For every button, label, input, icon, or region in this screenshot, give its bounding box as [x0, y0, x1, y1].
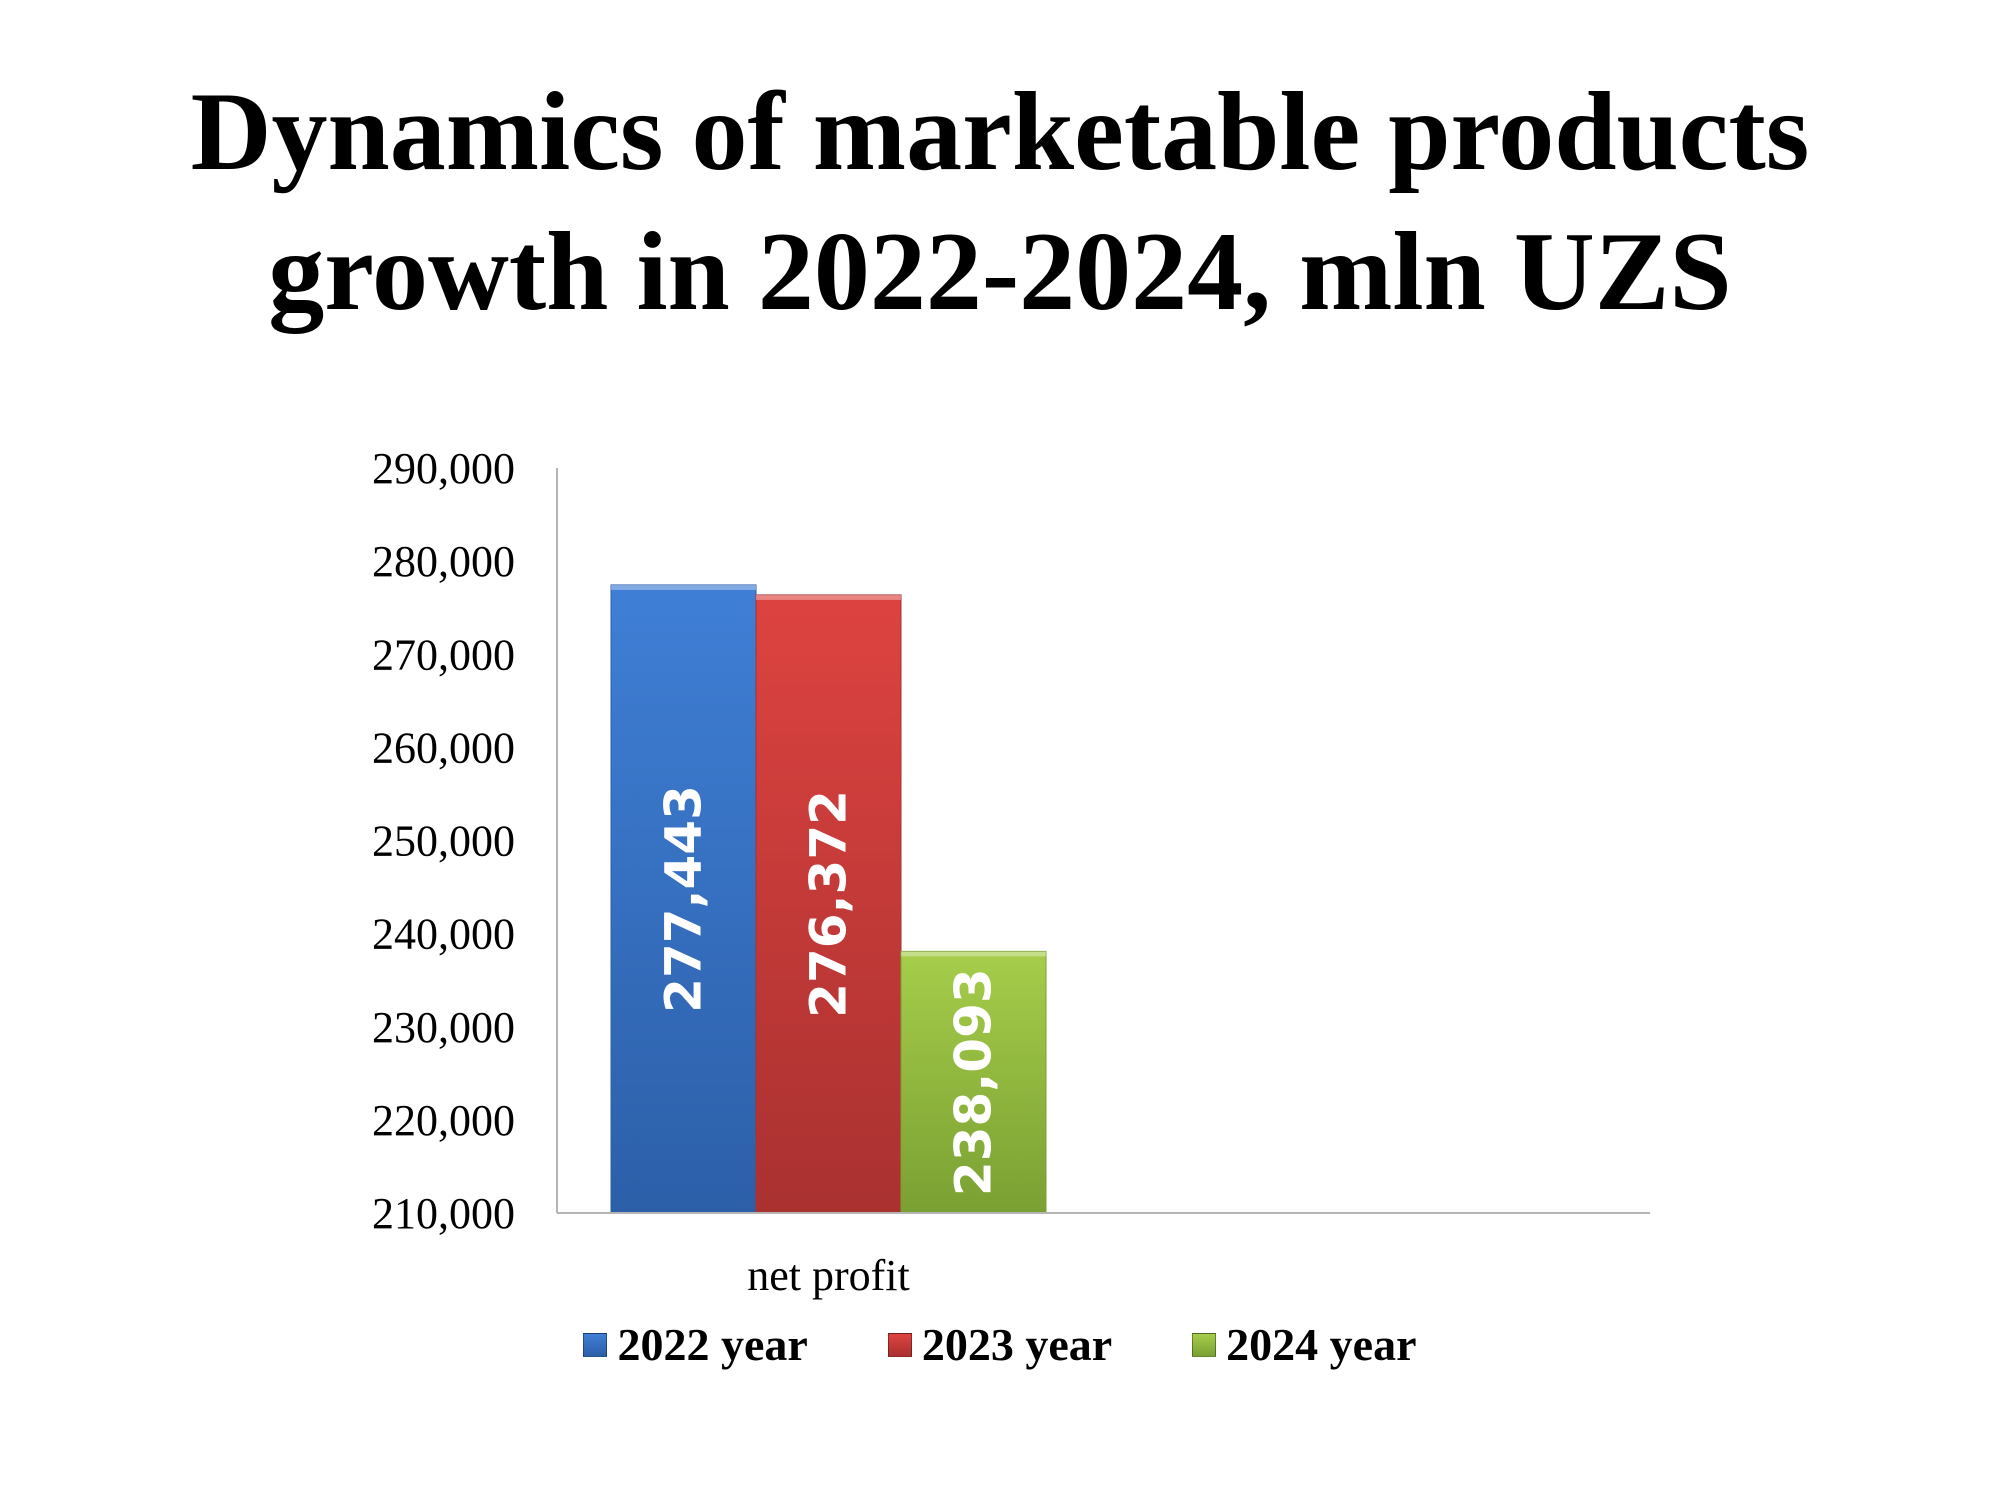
y-tick-label: 270,000: [372, 630, 515, 679]
y-tick-label: 250,000: [372, 817, 515, 866]
bar-highlight: [901, 951, 1046, 957]
legend-swatch: [583, 1332, 608, 1357]
y-tick-label: 220,000: [372, 1096, 515, 1145]
bar-highlight: [611, 584, 756, 590]
bar-highlight: [756, 594, 901, 600]
legend-item: 2023 year: [887, 1318, 1113, 1371]
chart-title: Dynamics of marketable products growth i…: [0, 62, 2000, 342]
legend-label: 2023 year: [921, 1319, 1113, 1370]
y-tick-label: 240,000: [372, 910, 515, 959]
bars: 277,443 276,372 238,093: [610, 584, 1047, 1214]
y-axis: 290,000 280,000 270,000 260,000 250,000 240,0…: [372, 444, 558, 1238]
y-tick-label: 280,000: [372, 537, 515, 586]
data-label: 276,372: [800, 790, 858, 1018]
legend-item: 2022 year: [583, 1318, 808, 1371]
bar-2023-year: [755, 594, 902, 1214]
legend: 2022 year 2023 year 2024 year: [0, 1318, 2000, 1371]
y-tick-label: 210,000: [372, 1189, 515, 1238]
legend-item: 2024 year: [1192, 1318, 1417, 1371]
category-label: net profit: [747, 1251, 910, 1300]
data-label: 238,093: [945, 968, 1003, 1196]
x-axis: net profit: [557, 1212, 1650, 1300]
y-tick-label: 230,000: [372, 1003, 515, 1052]
legend-label: 2022 year: [617, 1319, 808, 1370]
bar-2024-year: [900, 950, 1047, 1214]
chart-title-line-1: Dynamics of marketable products: [190, 70, 1810, 194]
data-label: 277,443: [655, 785, 713, 1013]
y-tick-label: 260,000: [372, 723, 515, 772]
legend-swatch: [1192, 1332, 1217, 1357]
legend-swatch: [887, 1332, 912, 1357]
chart-title-line-2: growth in 2022-2024, mln UZS: [268, 210, 1732, 334]
legend-label: 2024 year: [1226, 1319, 1417, 1370]
y-tick-label: 290,000: [372, 444, 515, 493]
